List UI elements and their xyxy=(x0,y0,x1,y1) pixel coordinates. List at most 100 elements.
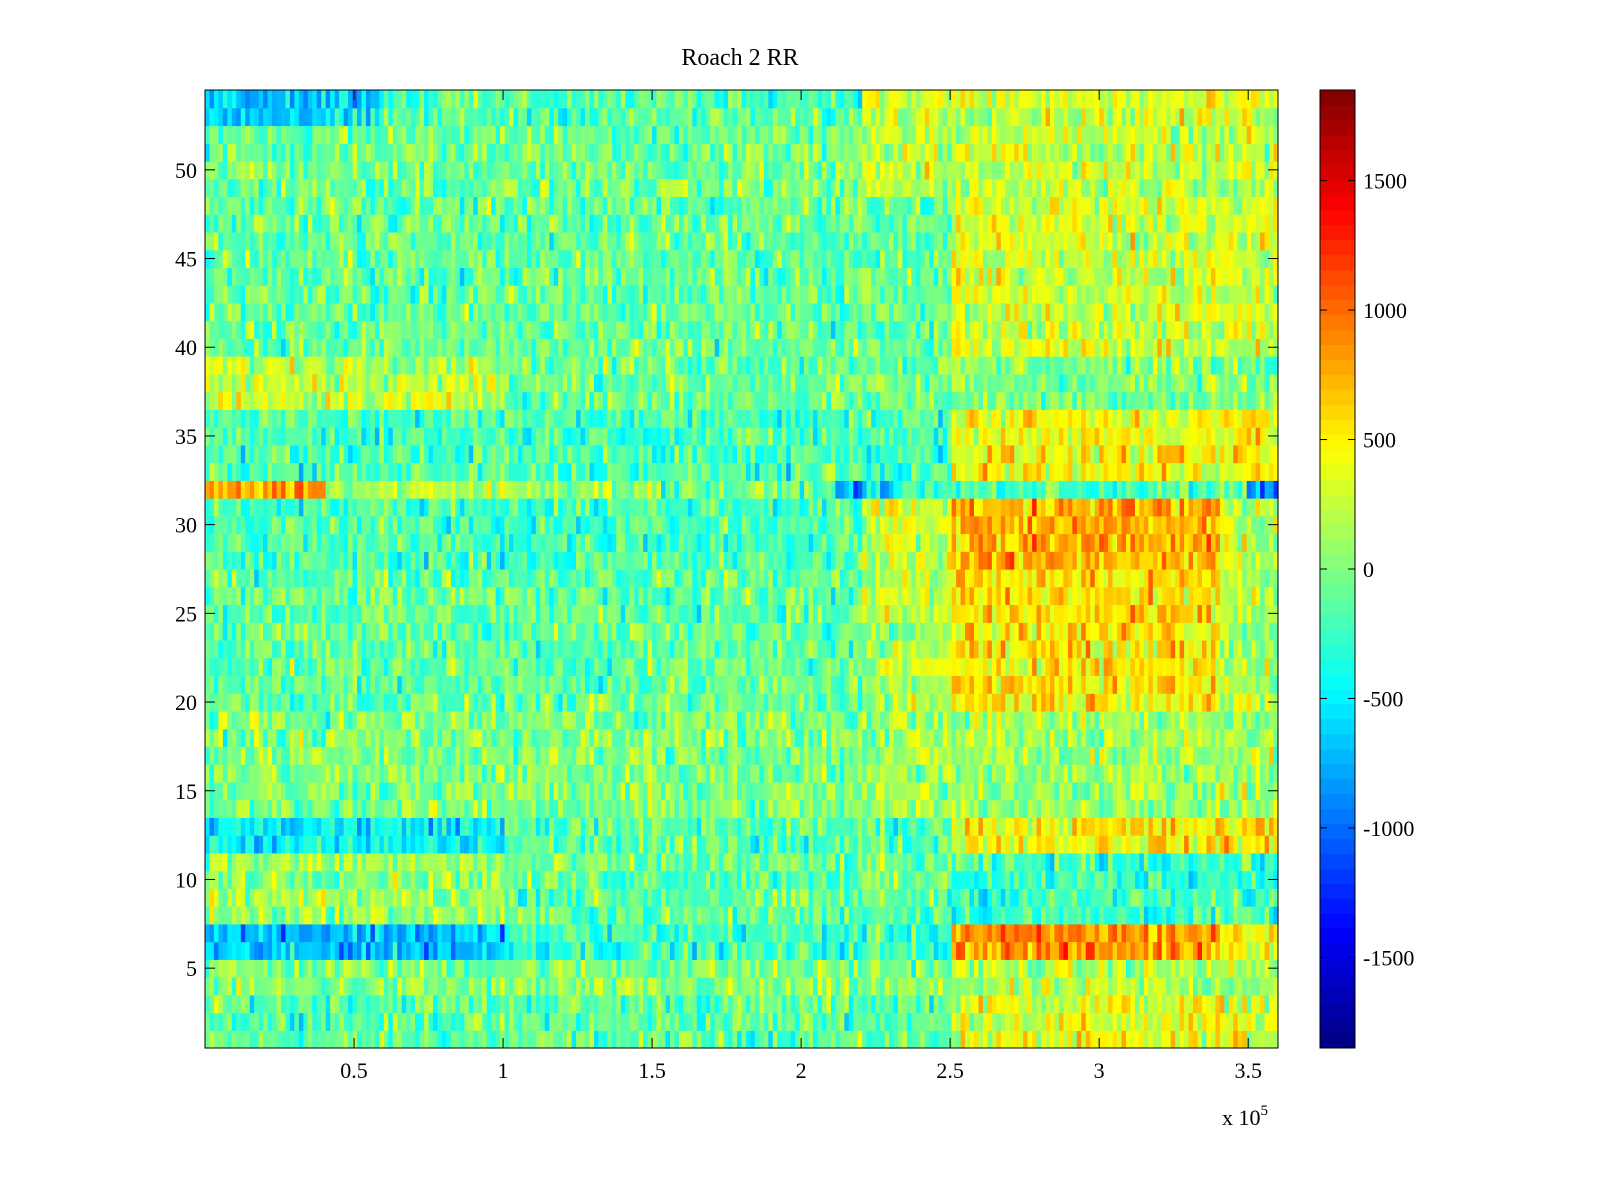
heatmap-cell xyxy=(763,728,769,748)
heatmap-cell xyxy=(911,870,917,889)
heatmap-cell xyxy=(973,888,980,907)
heatmap-cell xyxy=(973,977,980,996)
heatmap-cell xyxy=(1260,817,1266,836)
heatmap-cell xyxy=(1170,906,1176,925)
heatmap-cell xyxy=(222,994,228,1014)
heatmap-cell xyxy=(428,781,434,801)
heatmap-cell xyxy=(1251,764,1257,783)
heatmap-cell xyxy=(576,959,582,978)
heatmap-cell xyxy=(526,693,532,712)
heatmap-cell xyxy=(486,764,492,783)
heatmap-cell xyxy=(544,852,550,872)
heatmap-cell xyxy=(607,852,613,872)
heatmap-cell xyxy=(1134,977,1140,996)
heatmap-cell xyxy=(862,710,868,730)
heatmap-cell xyxy=(258,817,264,836)
heatmap-cell xyxy=(696,817,702,836)
heatmap-cell xyxy=(911,923,917,943)
heatmap-cell xyxy=(777,693,783,712)
heatmap-cell xyxy=(477,888,483,907)
heatmap-cell xyxy=(491,1012,497,1031)
heatmap-cell xyxy=(562,870,568,889)
heatmap-cell xyxy=(839,728,845,748)
heatmap-cell xyxy=(325,870,331,889)
heatmap-cell xyxy=(714,906,720,925)
heatmap-cell xyxy=(710,994,716,1014)
heatmap-cell xyxy=(643,764,649,783)
heatmap-cell xyxy=(459,994,465,1014)
heatmap-cell xyxy=(549,728,555,748)
heatmap-cell xyxy=(526,799,532,818)
heatmap-cell xyxy=(1269,728,1275,748)
heatmap-cell xyxy=(611,746,617,765)
heatmap-cell xyxy=(249,746,255,765)
heatmap-cell xyxy=(781,728,787,748)
heatmap-cell xyxy=(656,977,662,996)
heatmap-cell xyxy=(289,852,296,872)
heatmap-cell xyxy=(330,994,336,1014)
heatmap-cell xyxy=(549,693,555,712)
heatmap-cell xyxy=(692,693,698,712)
heatmap-cell xyxy=(410,764,416,783)
heatmap-cell xyxy=(401,994,407,1014)
heatmap-cell xyxy=(549,764,555,783)
heatmap-cell xyxy=(683,888,689,907)
heatmap-cell xyxy=(661,781,667,801)
heatmap-cell xyxy=(598,781,604,801)
heatmap-cell xyxy=(374,817,380,836)
heatmap-cell xyxy=(1139,906,1145,925)
heatmap-cell xyxy=(1157,852,1163,872)
heatmap-cell xyxy=(1152,888,1158,907)
heatmap-cell xyxy=(1260,959,1266,978)
heatmap-cell xyxy=(298,781,304,801)
heatmap-cell xyxy=(638,746,644,765)
heatmap-cell xyxy=(558,781,564,801)
heatmap-cell xyxy=(240,994,246,1014)
heatmap-cell xyxy=(813,675,819,694)
heatmap-cell xyxy=(813,852,819,872)
heatmap-cell xyxy=(1054,693,1060,712)
heatmap-cell xyxy=(1036,870,1042,889)
heatmap-cell xyxy=(1005,888,1011,907)
heatmap-cell xyxy=(1188,781,1194,801)
heatmap-cell xyxy=(772,1030,778,1049)
heatmap-cell xyxy=(1242,941,1248,960)
heatmap-cell xyxy=(1009,835,1015,854)
heatmap-cell xyxy=(875,888,881,907)
heatmap-cell xyxy=(643,1012,649,1031)
heatmap-cell xyxy=(450,710,456,730)
heatmap-cell xyxy=(1121,710,1127,730)
heatmap-cell xyxy=(902,817,908,836)
heatmap-cell xyxy=(701,888,707,907)
heatmap-cell xyxy=(437,799,443,818)
heatmap-cell xyxy=(1000,977,1006,996)
heatmap-cell xyxy=(1014,799,1020,818)
heatmap-cell xyxy=(1134,852,1140,872)
heatmap-cell xyxy=(947,764,953,783)
heatmap-cell xyxy=(361,675,367,694)
heatmap-cell xyxy=(281,746,287,765)
heatmap-cell xyxy=(1085,693,1091,712)
heatmap-cell xyxy=(728,728,734,748)
heatmap-cell xyxy=(1170,799,1176,818)
heatmap-cell xyxy=(459,746,465,765)
heatmap-cell xyxy=(602,870,608,889)
heatmap-cell xyxy=(236,888,242,907)
heatmap-cell xyxy=(325,1012,331,1031)
heatmap-cell xyxy=(249,693,255,712)
heatmap-cell xyxy=(370,852,376,872)
heatmap-cell xyxy=(652,923,658,943)
heatmap-cell xyxy=(942,977,948,996)
heatmap-cell xyxy=(361,1030,367,1049)
heatmap-cell xyxy=(1228,870,1234,889)
heatmap-cell xyxy=(379,1012,385,1031)
heatmap-cell xyxy=(450,746,456,765)
heatmap-cell xyxy=(401,870,407,889)
heatmap-cell xyxy=(866,728,872,748)
heatmap-cell xyxy=(665,870,671,889)
heatmap-cell xyxy=(956,923,962,943)
heatmap-cell xyxy=(732,888,738,907)
heatmap-cell xyxy=(330,977,336,996)
heatmap-cell xyxy=(1206,906,1212,925)
heatmap-cell xyxy=(1255,977,1261,996)
